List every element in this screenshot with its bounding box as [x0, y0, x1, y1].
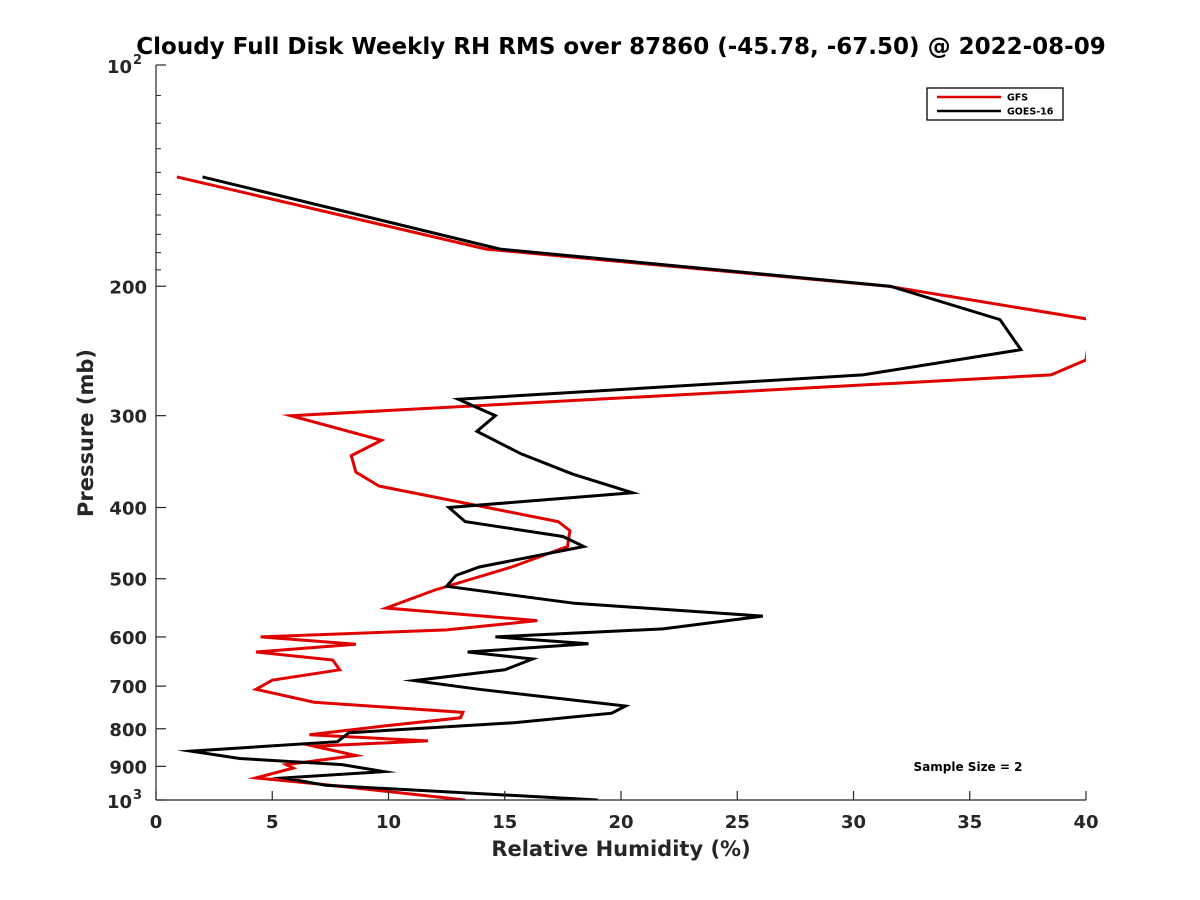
chart-title: Cloudy Full Disk Weekly RH RMS over 8786…: [136, 34, 1105, 60]
legend-entry: GFS: [1007, 93, 1028, 104]
x-tick-label: 10: [376, 812, 401, 833]
y-tick-label: 800: [109, 720, 147, 741]
y-tick-label: 700: [109, 677, 147, 698]
series-line-gfs: [176, 175, 1086, 800]
x-tick-label: 25: [725, 812, 750, 833]
legend-box: [926, 87, 1064, 121]
y-tick-exponent: 2: [133, 53, 142, 68]
y-tick-exponent: 3: [133, 788, 142, 803]
y-tick-label: 200: [109, 277, 147, 298]
x-tick-label: 15: [492, 812, 517, 833]
x-tick-label: 20: [608, 812, 633, 833]
legend-entry: GOES-16: [1007, 107, 1054, 118]
x-tick-label: 0: [150, 812, 163, 833]
legend: GFS GOES-16: [926, 87, 1064, 121]
y-tick-label: 500: [109, 570, 147, 591]
y-tick-label: 10: [107, 57, 132, 78]
series-line-goes-16: [176, 175, 1024, 800]
y-axis-label: Pressure (mb): [74, 349, 98, 517]
y-tick-label: 400: [109, 499, 147, 520]
x-tick-label: 35: [957, 812, 982, 833]
series-group: [176, 175, 1086, 800]
y-tick-label: 600: [109, 628, 147, 649]
y-tick-label: 10: [107, 792, 132, 813]
y-tick-label: 900: [109, 757, 147, 778]
y-tick-label: 300: [109, 407, 147, 428]
x-tick-label: 40: [1073, 812, 1098, 833]
x-axis-label: Relative Humidity (%): [491, 837, 750, 861]
sample-size-annotation: Sample Size = 2: [914, 760, 1023, 774]
x-tick-label: 5: [266, 812, 279, 833]
x-tick-label: 30: [841, 812, 866, 833]
